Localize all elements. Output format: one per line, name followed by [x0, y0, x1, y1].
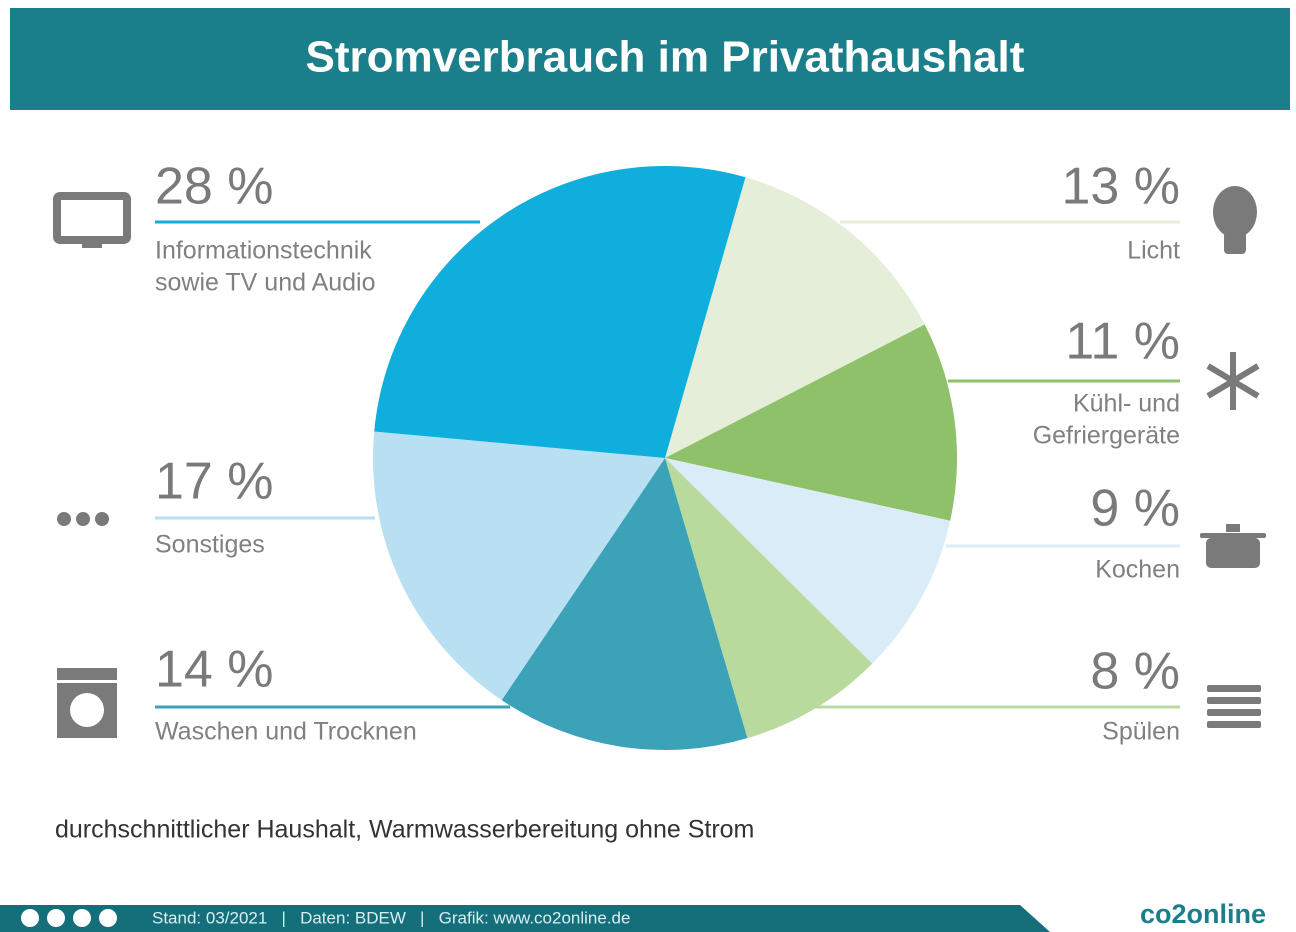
- pie-slice: [665, 458, 951, 664]
- value-label: 8 %: [1090, 643, 1180, 701]
- value-label: 9 %: [1090, 480, 1180, 538]
- footer-band: [0, 905, 1050, 932]
- source: Stand: 03/2021 | Daten: BDEW | Grafik: w…: [152, 908, 630, 927]
- cc-icons: [19, 907, 119, 929]
- category-label: Sonstiges: [155, 531, 265, 559]
- value-label: 13 %: [1061, 158, 1180, 216]
- logo: co2online: [1140, 899, 1266, 929]
- value-label: 17 %: [155, 453, 274, 511]
- category-label: Waschen und Trocknen: [155, 718, 417, 746]
- category-label: Gefriergeräte: [1033, 422, 1180, 450]
- category-label: Informationstechnik: [155, 237, 372, 265]
- value-label: 11 %: [1065, 313, 1180, 371]
- pie-slice: [374, 166, 746, 458]
- category-label: Kühl- und: [1073, 390, 1180, 418]
- pie-slice: [501, 458, 748, 750]
- pie-slice: [372, 431, 665, 701]
- note: durchschnittlicher Haushalt, Warmwasserb…: [55, 816, 754, 844]
- icons: [53, 186, 1266, 738]
- pie-slice: [665, 177, 925, 458]
- header-band: [10, 8, 1290, 110]
- category-label: sowie TV und Audio: [155, 269, 376, 297]
- value-label: 14 %: [155, 641, 274, 699]
- pie-slice: [665, 324, 957, 521]
- category-label: Licht: [1127, 237, 1180, 265]
- category-label: Spülen: [1102, 718, 1180, 746]
- category-label: Kochen: [1095, 556, 1180, 584]
- pie-slice: [665, 458, 873, 739]
- value-label: 28 %: [155, 158, 274, 216]
- chart-title: Stromverbrauch im Privathaushalt: [306, 33, 1025, 82]
